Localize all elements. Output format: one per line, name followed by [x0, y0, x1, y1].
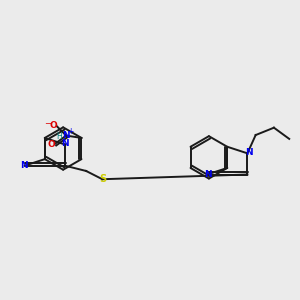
Text: N: N [20, 161, 27, 170]
Text: S: S [99, 174, 106, 184]
Text: +: + [67, 127, 74, 136]
Text: O: O [50, 121, 57, 130]
Text: N: N [62, 131, 70, 140]
Text: N: N [245, 148, 252, 157]
Text: −: − [44, 119, 51, 128]
Text: N: N [61, 139, 69, 148]
Text: H: H [56, 132, 62, 141]
Text: N: N [205, 170, 212, 179]
Text: O: O [48, 140, 55, 149]
